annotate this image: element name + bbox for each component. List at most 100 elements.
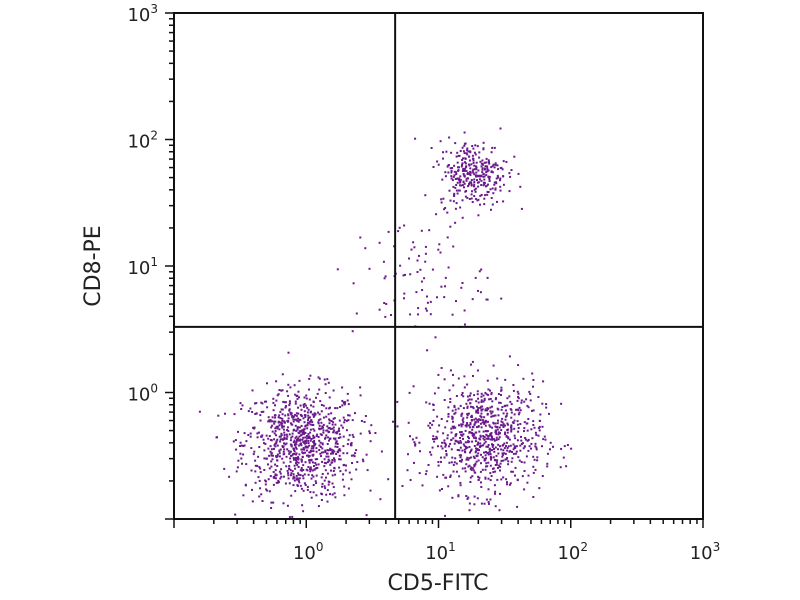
data-point — [312, 423, 315, 426]
quadrant-gates — [174, 13, 703, 519]
data-point — [233, 413, 236, 416]
data-point — [288, 404, 291, 407]
data-point — [305, 394, 308, 397]
data-point — [278, 470, 281, 473]
data-point — [467, 163, 470, 166]
data-point — [254, 413, 257, 415]
data-point — [494, 163, 497, 166]
data-point — [471, 201, 474, 203]
data-point — [325, 407, 328, 410]
data-point — [314, 413, 317, 416]
data-point — [466, 456, 469, 459]
data-point — [485, 433, 488, 436]
data-point — [464, 451, 467, 454]
data-point — [350, 454, 353, 457]
data-point — [496, 459, 499, 462]
data-point — [513, 434, 516, 437]
data-point — [283, 438, 286, 441]
data-point — [480, 268, 483, 271]
data-point — [487, 437, 490, 440]
data-point — [470, 363, 472, 366]
data-point — [297, 431, 300, 434]
data-point — [328, 419, 331, 422]
data-point — [454, 408, 457, 411]
data-point — [451, 496, 454, 499]
data-point — [436, 415, 439, 418]
data-point — [449, 167, 452, 170]
data-point — [461, 159, 464, 161]
data-point — [527, 449, 530, 452]
data-point — [283, 442, 285, 445]
data-point — [293, 476, 296, 479]
data-point — [275, 380, 278, 383]
data-point — [471, 428, 474, 431]
data-point — [329, 448, 332, 451]
data-point — [293, 464, 296, 467]
data-point — [387, 478, 390, 481]
data-point — [243, 432, 246, 435]
data-point — [269, 445, 272, 448]
data-point — [256, 436, 259, 439]
data-point — [343, 403, 346, 406]
data-point — [528, 390, 531, 393]
data-point — [348, 434, 351, 437]
data-point — [245, 440, 248, 443]
data-point — [436, 475, 439, 478]
data-point — [427, 424, 430, 427]
data-point — [384, 315, 387, 318]
data-point — [275, 399, 278, 402]
data-point — [407, 453, 409, 456]
data-point — [338, 427, 340, 430]
data-point — [453, 192, 456, 195]
data-point — [266, 489, 269, 492]
data-point — [274, 427, 277, 430]
data-point — [482, 394, 485, 397]
data-point — [281, 445, 284, 448]
data-point — [265, 488, 268, 491]
data-point — [509, 444, 512, 447]
data-point — [478, 476, 481, 479]
data-point — [487, 159, 490, 162]
data-point — [479, 419, 482, 421]
data-point — [489, 479, 492, 482]
data-point — [490, 475, 493, 477]
data-point — [297, 420, 300, 423]
data-point — [290, 454, 292, 457]
data-point — [461, 392, 464, 394]
data-point — [321, 473, 324, 475]
data-point — [328, 407, 331, 410]
data-point — [465, 447, 468, 450]
data-point — [274, 477, 277, 480]
data-point — [239, 445, 241, 447]
data-point — [288, 408, 291, 411]
data-point — [281, 408, 284, 411]
data-point — [457, 495, 460, 498]
data-point — [467, 399, 470, 402]
data-point — [274, 463, 277, 466]
data-point — [295, 418, 298, 421]
data-point — [304, 404, 307, 407]
data-point — [298, 477, 301, 480]
data-point — [254, 402, 256, 405]
data-point — [545, 406, 548, 409]
data-point — [241, 404, 244, 407]
data-point — [326, 452, 329, 455]
data-point — [470, 414, 473, 417]
data-point — [318, 377, 321, 380]
data-point — [542, 380, 545, 383]
data-point — [483, 416, 486, 419]
data-point — [517, 430, 520, 433]
data-point — [436, 430, 439, 433]
data-point — [520, 399, 523, 402]
data-point — [439, 140, 442, 143]
data-point — [328, 481, 331, 484]
data-point — [487, 407, 490, 410]
data-point — [272, 475, 275, 478]
data-point — [504, 409, 507, 412]
data-point — [470, 466, 473, 469]
data-point — [264, 442, 267, 445]
data-point — [438, 243, 441, 246]
data-point — [437, 461, 440, 463]
data-point — [290, 436, 293, 439]
data-point — [493, 438, 496, 441]
